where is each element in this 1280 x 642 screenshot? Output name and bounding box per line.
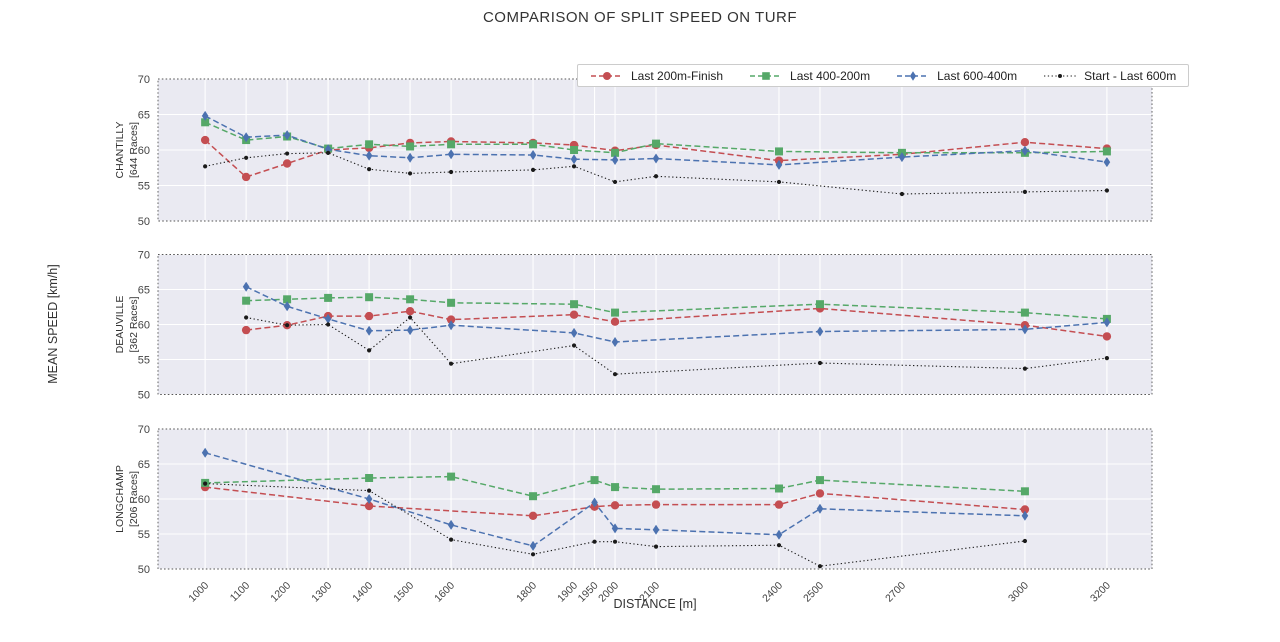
x-axis-label: DISTANCE [m]: [613, 597, 696, 611]
x-tick-label: 1500: [391, 580, 416, 605]
series-start-last-600m: [203, 150, 1110, 197]
panel-label-longchamp: LONGCHAMP: [114, 465, 126, 533]
y-tick-label: 70: [138, 74, 150, 86]
black-dot-marker-icon: [1044, 73, 1077, 78]
panel-sublabel-longchamp: [206 Races]: [128, 471, 140, 527]
y-tick-label: 65: [138, 284, 150, 296]
y-tick-label: 60: [138, 319, 150, 331]
x-tick-label: 1400: [350, 580, 375, 605]
y-tick-label: 50: [138, 564, 150, 576]
panel-longchamp: 70 65 60 55 50: [138, 424, 1153, 576]
y-tick-label: 55: [138, 180, 150, 192]
legend-item-last-200m-finish: Last 200m-Finish: [590, 69, 723, 83]
x-tick-label: 1000: [186, 580, 211, 605]
y-tick-label: 65: [138, 109, 150, 121]
x-tick-label: 2700: [883, 580, 908, 605]
x-tick-label: 1200: [268, 580, 293, 605]
legend-item-start-last-600m: Start - Last 600m: [1043, 69, 1176, 83]
y-tick-label: 60: [138, 145, 150, 157]
chart-title: COMPARISON OF SPLIT SPEED ON TURF: [482, 9, 798, 26]
series-start-last-600m: [244, 315, 1110, 377]
x-tick-label: 1100: [228, 580, 253, 605]
series-line: [205, 475, 1025, 497]
panel-label-chantilly: CHANTILLY: [114, 122, 126, 179]
legend-item-last-600-400m: Last 600-400m: [896, 69, 1017, 83]
panel-sublabel-deauville: [362 Races]: [128, 296, 140, 352]
legend-label: Last 600-400m: [937, 68, 1018, 83]
x-tick-label: 1950: [576, 580, 601, 605]
series-line: [245, 316, 1107, 375]
series-line: [204, 139, 1107, 178]
y-tick-label: 55: [138, 529, 150, 541]
series-last-200m-finish: [241, 304, 1112, 341]
x-tick-label: 1600: [432, 580, 457, 605]
legend-label: Start - Last 600m: [1084, 68, 1177, 83]
panel-border: [157, 254, 1153, 395]
panel-deauville: 70 65 60 55 50: [138, 249, 1153, 401]
y-tick-label: 60: [138, 494, 150, 506]
series-last-600-400m: [242, 281, 1111, 347]
series-last-600-400m: [201, 447, 1029, 551]
legend-label: Last 400-200m: [790, 68, 871, 83]
y-tick-label: 70: [138, 249, 150, 261]
panel-chantilly: 70 65 60 55 50: [138, 74, 1153, 228]
x-tick-label: 1800: [514, 580, 539, 605]
x-tick-label: 3000: [1006, 580, 1031, 605]
panel-border: [157, 78, 1153, 222]
y-tick-label: 50: [138, 389, 150, 401]
series-start-last-600m: [203, 481, 1028, 569]
x-tick-label: 1300: [309, 580, 334, 605]
legend-label: Last 200m-Finish: [631, 68, 724, 83]
y-tick-label: 55: [138, 354, 150, 366]
green-square-marker-icon: [750, 71, 783, 80]
legend: Last 200m-Finish Last 400-200m Last 600-…: [577, 64, 1190, 87]
y-tick-label: 65: [138, 459, 150, 471]
red-circle-marker-icon: [591, 71, 623, 80]
y-axis-label: MEAN SPEED [km/h]: [46, 264, 60, 383]
legend-item-last-400-200m: Last 400-200m: [749, 69, 870, 83]
series-line: [204, 452, 1025, 547]
y-tick-label: 70: [138, 424, 150, 436]
x-tick-label: 2500: [801, 580, 826, 605]
panel-border: [157, 428, 1153, 570]
x-tick-label: 2400: [760, 580, 785, 605]
panel-sublabel-chantilly: [644 Races]: [128, 122, 140, 178]
x-tick-label: 1900: [555, 580, 580, 605]
y-tick-label: 50: [138, 216, 150, 228]
panel-label-deauville: DEAUVILLE: [114, 296, 126, 354]
series-last-600-400m: [201, 110, 1111, 170]
blue-diamond-marker-icon: [897, 70, 930, 81]
x-tick-label: 3200: [1088, 580, 1113, 605]
series-last-400-200m: [201, 472, 1029, 501]
